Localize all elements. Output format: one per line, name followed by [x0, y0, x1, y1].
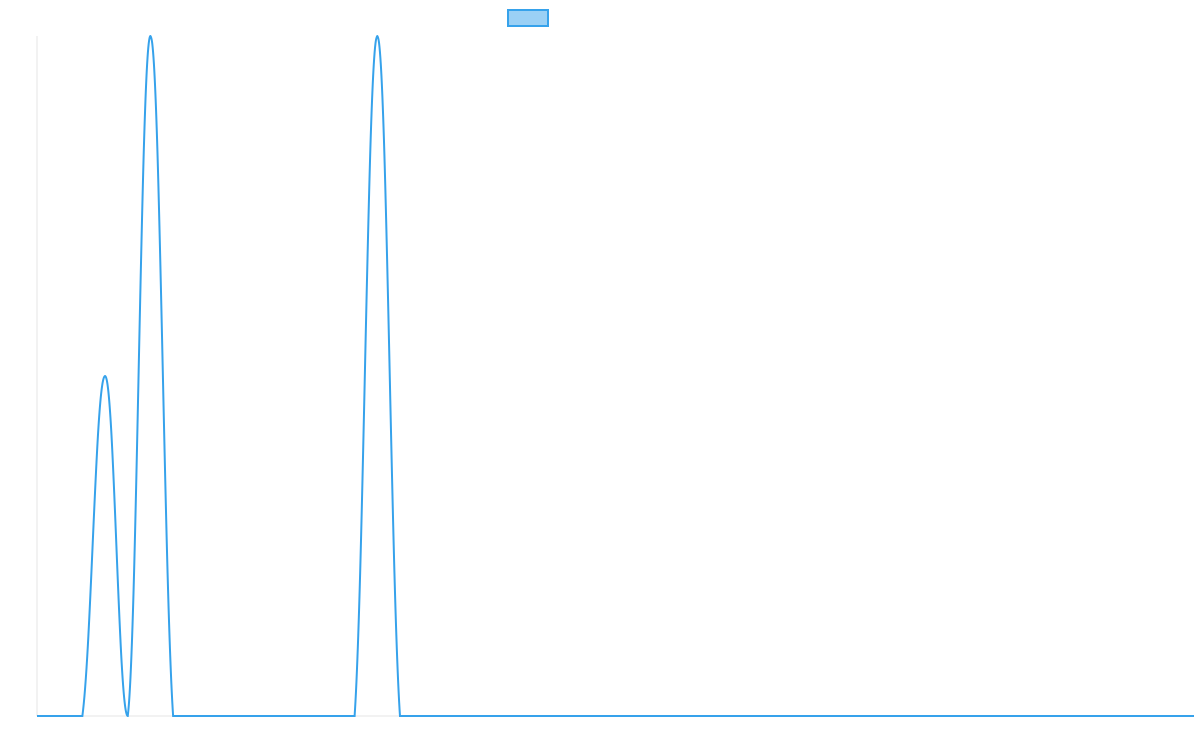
data-point[interactable]: [556, 713, 562, 719]
data-point[interactable]: [329, 713, 335, 719]
data-point[interactable]: [601, 713, 607, 719]
data-point[interactable]: [737, 713, 743, 719]
axes: [36, 36, 1194, 717]
data-point[interactable]: [1168, 713, 1174, 719]
data-point[interactable]: [102, 373, 108, 379]
series-line-0: [37, 34, 1194, 718]
data-point[interactable]: [374, 33, 380, 39]
data-point[interactable]: [147, 33, 153, 39]
data-point[interactable]: [193, 713, 199, 719]
data-point[interactable]: [964, 713, 970, 719]
data-point[interactable]: [987, 713, 993, 719]
data-point[interactable]: [34, 713, 40, 719]
data-point[interactable]: [306, 713, 312, 719]
legend-swatch[interactable]: [507, 9, 549, 27]
legend[interactable]: [507, 9, 549, 27]
data-point[interactable]: [578, 713, 584, 719]
data-point[interactable]: [669, 713, 675, 719]
data-point[interactable]: [420, 713, 426, 719]
data-point[interactable]: [1032, 713, 1038, 719]
series-group: [34, 33, 1197, 719]
data-point[interactable]: [533, 713, 539, 719]
data-point[interactable]: [760, 713, 766, 719]
data-point[interactable]: [238, 713, 244, 719]
data-point[interactable]: [692, 713, 698, 719]
data-point[interactable]: [397, 713, 403, 719]
data-point[interactable]: [57, 713, 63, 719]
data-point[interactable]: [828, 713, 834, 719]
data-point[interactable]: [510, 713, 516, 719]
data-point[interactable]: [284, 713, 290, 719]
data-point[interactable]: [1078, 713, 1084, 719]
data-point[interactable]: [1010, 713, 1016, 719]
data-point[interactable]: [215, 713, 221, 719]
data-point[interactable]: [941, 713, 947, 719]
data-point[interactable]: [1191, 713, 1197, 719]
data-point[interactable]: [919, 713, 925, 719]
data-point[interactable]: [805, 713, 811, 719]
data-point[interactable]: [873, 713, 879, 719]
data-point[interactable]: [125, 713, 131, 719]
data-point[interactable]: [783, 713, 789, 719]
data-point[interactable]: [170, 713, 176, 719]
data-point[interactable]: [896, 713, 902, 719]
data-point[interactable]: [715, 713, 721, 719]
data-point[interactable]: [851, 713, 857, 719]
data-point[interactable]: [465, 713, 471, 719]
data-point[interactable]: [1123, 713, 1129, 719]
data-point[interactable]: [1146, 713, 1152, 719]
data-point[interactable]: [442, 713, 448, 719]
data-point[interactable]: [1055, 713, 1061, 719]
data-point[interactable]: [647, 713, 653, 719]
data-point[interactable]: [488, 713, 494, 719]
data-point[interactable]: [1100, 713, 1106, 719]
data-point[interactable]: [624, 713, 630, 719]
data-point[interactable]: [352, 713, 358, 719]
data-point[interactable]: [261, 713, 267, 719]
data-point[interactable]: [79, 713, 85, 719]
